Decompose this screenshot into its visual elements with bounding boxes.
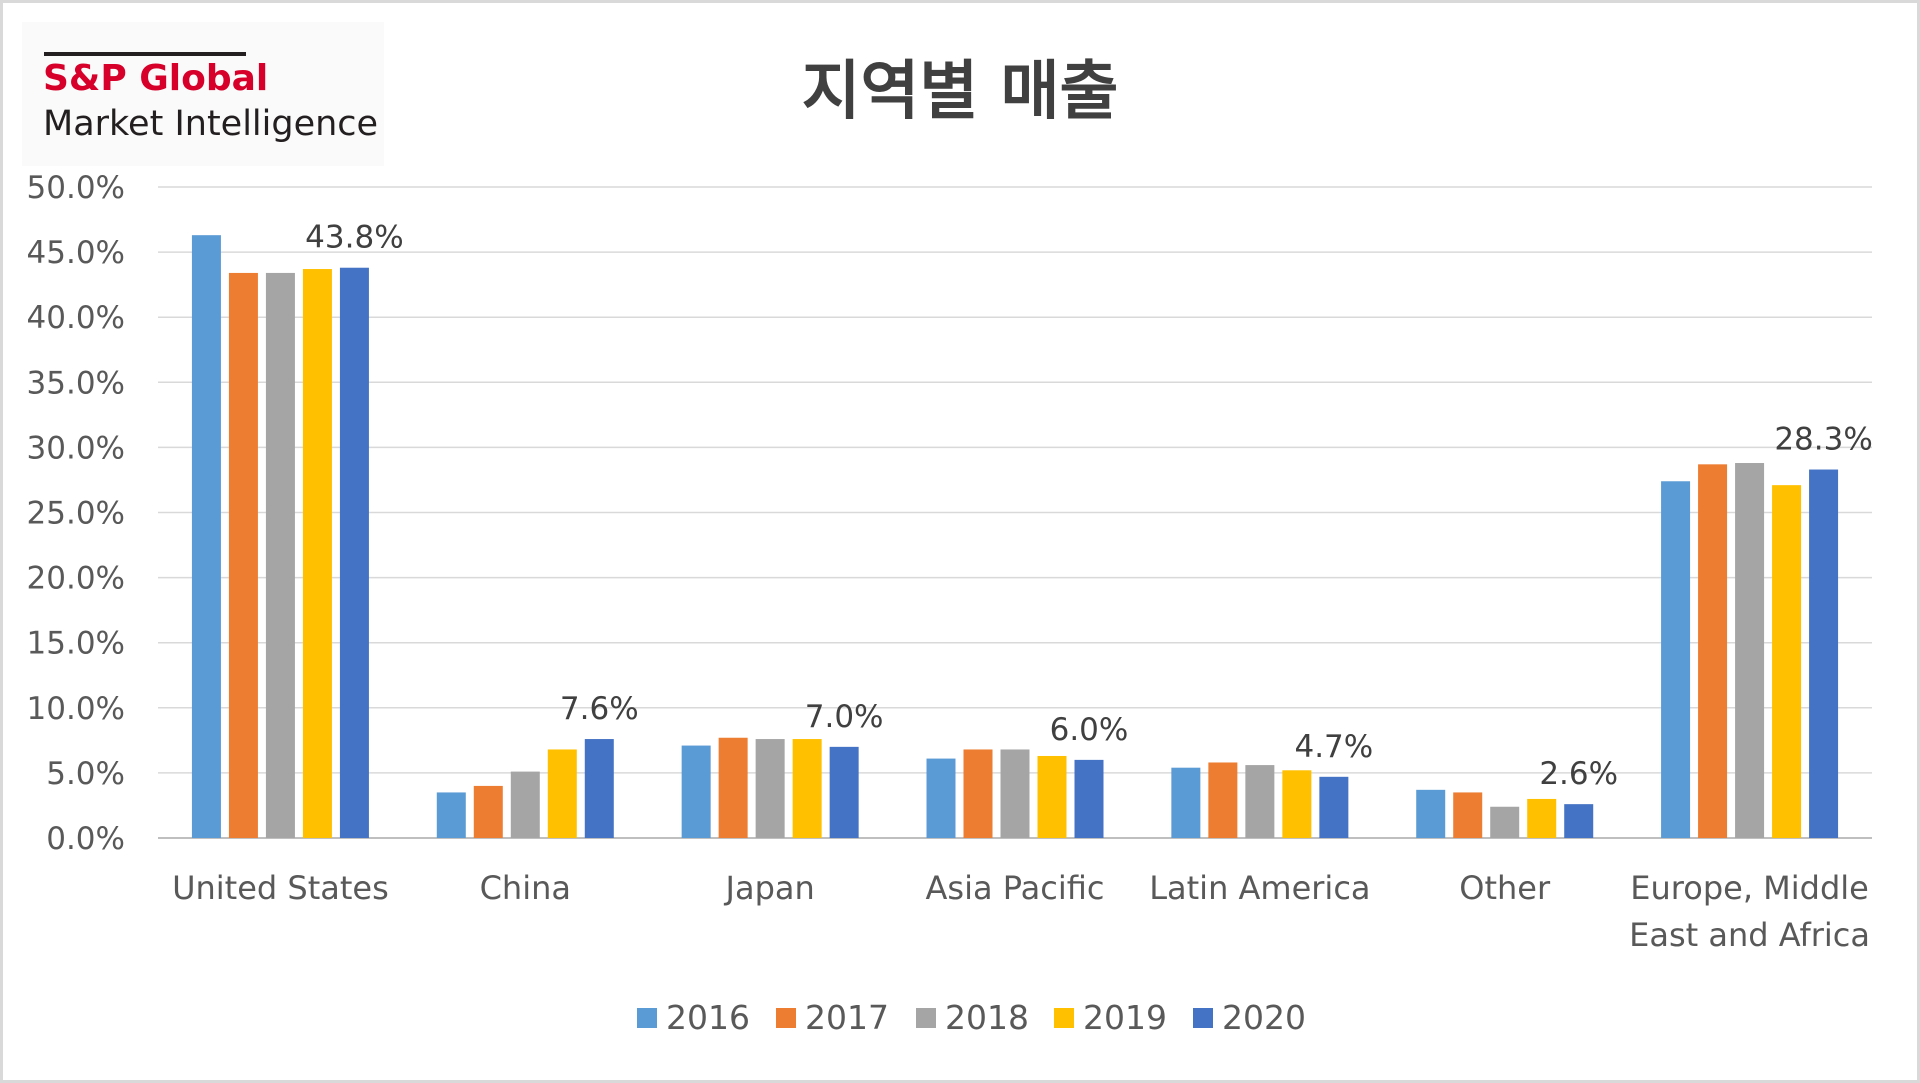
data-label: 7.0% bbox=[805, 699, 884, 735]
legend-swatch-2019 bbox=[1054, 1008, 1074, 1028]
bar-2020 bbox=[1564, 804, 1594, 838]
y-tick-label: 0.0% bbox=[46, 821, 125, 857]
bar-2018 bbox=[1000, 749, 1030, 838]
logo-subtitle: Market Intelligence bbox=[43, 104, 379, 144]
bar-2020 bbox=[1319, 776, 1349, 838]
legend-label: 2019 bbox=[1083, 998, 1167, 1037]
bar-2016 bbox=[1416, 789, 1446, 838]
bar-2018 bbox=[265, 272, 295, 838]
bar-2017 bbox=[228, 272, 258, 838]
company-logo: S&P Global Market Intelligence bbox=[22, 22, 384, 166]
data-label: 4.7% bbox=[1294, 729, 1373, 765]
data-labels: 43.8% 7.6% 7.0% 6.0% 4.7% 2.6% 28.3% bbox=[305, 220, 1873, 792]
bar-2019 bbox=[302, 269, 332, 838]
bar-2019 bbox=[1772, 485, 1802, 838]
bar-2020 bbox=[1809, 469, 1839, 838]
bar-2018 bbox=[1735, 463, 1765, 838]
bar-2019 bbox=[1527, 798, 1557, 838]
legend-label: 2018 bbox=[945, 998, 1029, 1037]
legend-swatch-2016 bbox=[637, 1008, 657, 1028]
chart-title: 지역별 매출 bbox=[801, 55, 1119, 129]
bar-2020 bbox=[339, 267, 369, 838]
bar-2017 bbox=[1698, 464, 1728, 838]
x-category-label: Other bbox=[1459, 869, 1551, 907]
logo-rule bbox=[44, 52, 246, 56]
bar-2016 bbox=[436, 792, 466, 838]
bar-2020 bbox=[1074, 759, 1104, 838]
x-category-label: Japan bbox=[724, 869, 815, 907]
x-axis-categories: United States China Japan Asia Pacific Latin… bbox=[172, 869, 1870, 954]
bar-2018 bbox=[1490, 806, 1520, 838]
legend-swatch-2018 bbox=[916, 1008, 936, 1028]
bar-2017 bbox=[718, 737, 748, 838]
bar-2016 bbox=[681, 745, 711, 838]
legend: 2016 2017 2018 2019 2020 bbox=[637, 998, 1306, 1037]
y-tick-label: 15.0% bbox=[27, 626, 125, 662]
x-category-label: Latin America bbox=[1149, 869, 1370, 907]
bar-2018 bbox=[1245, 765, 1275, 838]
bar-2020 bbox=[584, 739, 614, 838]
bar-2019 bbox=[1037, 755, 1067, 838]
y-tick-label: 20.0% bbox=[27, 561, 125, 597]
data-label: 43.8% bbox=[305, 220, 403, 256]
bar-2018 bbox=[755, 739, 785, 838]
legend-swatch-2017 bbox=[776, 1008, 796, 1028]
legend-label: 2017 bbox=[805, 998, 889, 1037]
bar-2017 bbox=[1208, 762, 1238, 838]
bar-2019 bbox=[1282, 770, 1312, 838]
x-category-label: United States bbox=[172, 869, 389, 907]
bar-2016 bbox=[191, 235, 221, 838]
legend-label: 2020 bbox=[1222, 998, 1306, 1037]
x-category-label: Europe, Middle bbox=[1630, 869, 1869, 907]
bar-2017 bbox=[473, 785, 503, 838]
x-category-label: East and Africa bbox=[1629, 916, 1870, 954]
y-tick-label: 40.0% bbox=[27, 300, 125, 336]
bar-2017 bbox=[963, 749, 993, 838]
x-category-label: China bbox=[480, 869, 571, 907]
bar-2018 bbox=[510, 771, 540, 838]
bars bbox=[191, 235, 1839, 838]
y-tick-label: 45.0% bbox=[27, 235, 125, 271]
y-axis-ticks: 0.0% 5.0% 10.0% 15.0% 20.0% 25.0% 30.0% 35.0% 40… bbox=[27, 170, 125, 857]
bar-2019 bbox=[792, 739, 822, 838]
data-label: 28.3% bbox=[1774, 422, 1872, 458]
bar-2016 bbox=[1171, 767, 1201, 838]
bar-2019 bbox=[547, 749, 577, 838]
gridlines bbox=[158, 186, 1872, 839]
bar-2020 bbox=[829, 746, 859, 838]
y-tick-label: 25.0% bbox=[27, 496, 125, 532]
legend-label: 2016 bbox=[666, 998, 750, 1037]
legend-swatch-2020 bbox=[1193, 1008, 1213, 1028]
x-category-label: Asia Pacific bbox=[926, 869, 1105, 907]
y-tick-label: 35.0% bbox=[27, 365, 125, 401]
y-tick-label: 30.0% bbox=[27, 430, 125, 466]
data-label: 7.6% bbox=[560, 691, 639, 727]
bar-2017 bbox=[1453, 792, 1483, 838]
y-tick-label: 50.0% bbox=[27, 170, 125, 206]
data-label: 2.6% bbox=[1539, 756, 1618, 792]
logo-brand-text: S&P Global bbox=[43, 58, 269, 99]
data-label: 6.0% bbox=[1050, 712, 1129, 748]
y-tick-label: 5.0% bbox=[46, 756, 125, 792]
bar-2016 bbox=[926, 758, 956, 838]
y-tick-label: 10.0% bbox=[27, 691, 125, 727]
bar-2016 bbox=[1661, 481, 1691, 838]
